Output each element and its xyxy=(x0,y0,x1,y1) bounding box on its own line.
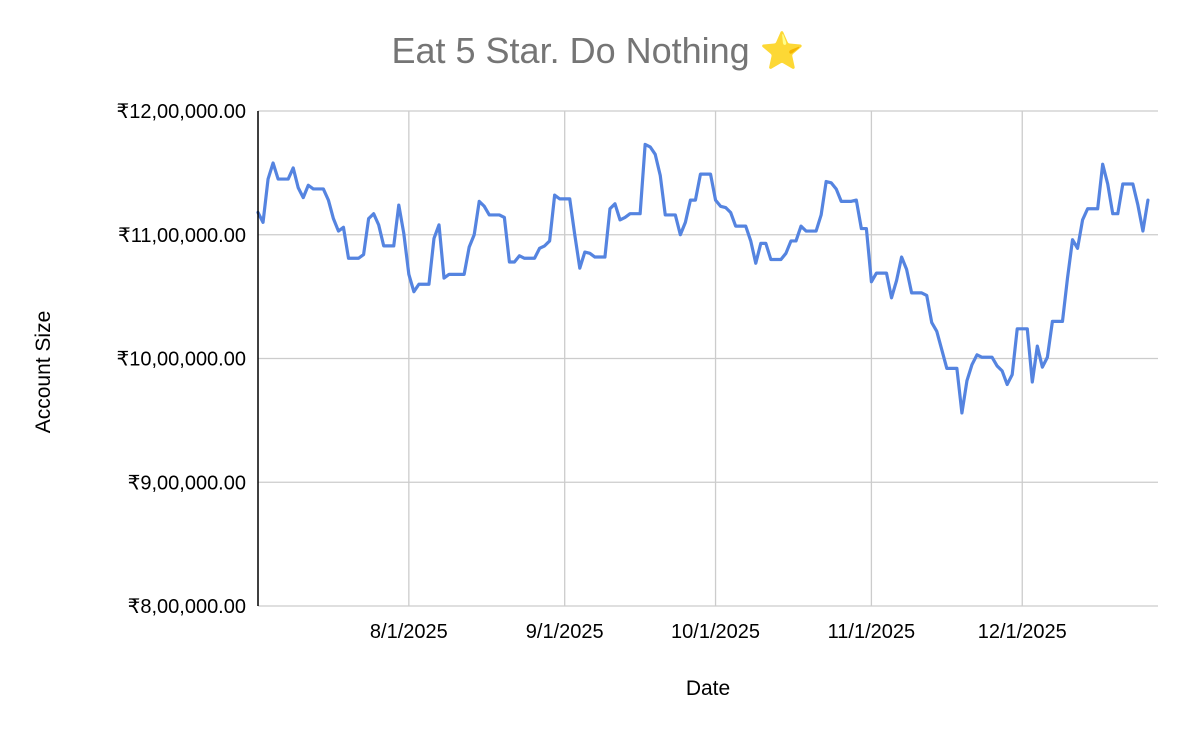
y-tick-label: ₹8,00,000.00 xyxy=(128,596,246,618)
y-tick-label: ₹10,00,000.00 xyxy=(116,349,246,371)
x-tick-label: 11/1/2025 xyxy=(828,621,916,643)
y-axis-label: Account Size xyxy=(32,311,56,434)
x-tick-label: 9/1/2025 xyxy=(526,621,604,643)
series-layer xyxy=(258,144,1148,413)
grid-lines xyxy=(258,111,1158,606)
series-line xyxy=(258,144,1148,413)
y-tick-label: ₹11,00,000.00 xyxy=(118,225,246,247)
y-tick-label: ₹12,00,000.00 xyxy=(116,101,246,123)
x-tick-labels: 8/1/2025 9/1/2025 10/1/2025 11/1/2025 12/1/2… xyxy=(370,621,1067,643)
x-tick-label: 12/1/2025 xyxy=(978,621,1067,643)
x-tick-label: 8/1/2025 xyxy=(370,621,448,643)
y-tick-label: ₹9,00,000.00 xyxy=(128,472,246,494)
x-tick-label: 10/1/2025 xyxy=(671,621,760,643)
x-axis-label: Date xyxy=(686,677,730,701)
chart-title: Eat 5 Star. Do Nothing ⭐️ xyxy=(0,30,1196,72)
y-tick-labels: ₹8,00,000.00 ₹9,00,000.00 ₹10,00,000.00 ₹11… xyxy=(116,101,246,618)
